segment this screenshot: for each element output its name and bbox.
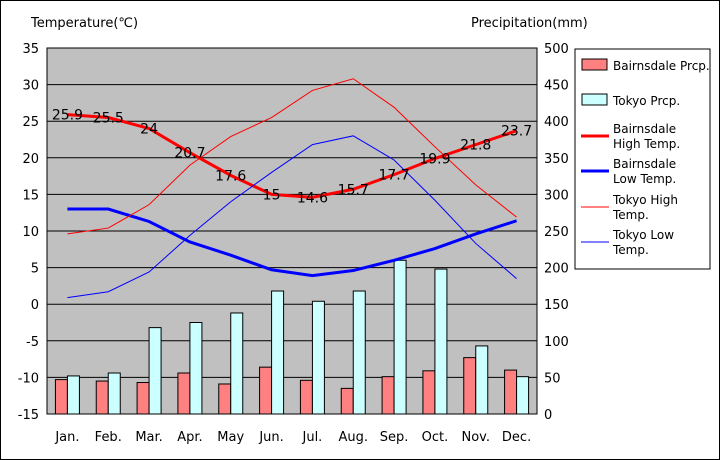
data-label: 14.6 (297, 190, 328, 206)
x-tick-label: Dec. (502, 430, 531, 445)
x-tick-label: Oct. (422, 430, 449, 445)
left-axis-title: Temperature(℃) (30, 16, 138, 31)
data-label: 25.5 (93, 111, 124, 127)
y-tick-label-right: 500 (544, 42, 569, 57)
x-tick-label: Apr. (177, 430, 202, 445)
bar-bairnsdale-precip (463, 357, 477, 415)
legend-swatch (581, 93, 608, 106)
legend-label: Tokyo High (612, 193, 678, 207)
y-tick-label-left: 5 (31, 262, 39, 277)
y-tick-label-right: 50 (544, 371, 561, 386)
x-tick-label: Nov. (462, 430, 491, 445)
series-line-3 (67, 135, 517, 299)
y-tick-label-right: 450 (544, 79, 569, 94)
bar-tokyo-precip (66, 375, 80, 415)
data-label: 20.7 (174, 146, 205, 162)
bar-bairnsdale-precip (299, 379, 313, 415)
y-tick-label-left: 15 (22, 188, 39, 203)
data-label: 23.7 (501, 124, 532, 140)
data-label: 19.9 (419, 152, 450, 168)
data-label: 15 (263, 187, 281, 203)
x-tick-label: Aug. (338, 430, 368, 445)
data-label: 17.6 (215, 168, 246, 184)
y-tick-label-right: 0 (544, 408, 552, 423)
x-tick-label: Jan. (54, 430, 79, 445)
legend-label: High Temp. (613, 137, 680, 151)
y-tick-label-right: 100 (544, 335, 569, 350)
x-tick-label: Jun. (258, 430, 283, 445)
legend-label: Bairnsdale (613, 157, 676, 171)
plot-border (46, 47, 538, 415)
data-label: 25.9 (52, 108, 83, 124)
bar-bairnsdale-precip (422, 370, 436, 415)
bar-tokyo-precip (107, 372, 121, 415)
bar-bairnsdale-precip (177, 372, 191, 415)
bar-tokyo-precip (475, 345, 489, 415)
data-label: 21.8 (460, 138, 491, 154)
y-tick-label-left: -10 (18, 371, 39, 386)
y-tick-label-right: 300 (544, 188, 569, 203)
y-tick-label-right: 200 (544, 262, 569, 277)
bar-bairnsdale-precip (381, 376, 395, 415)
bar-bairnsdale-precip (95, 380, 109, 415)
data-label: 24 (140, 122, 158, 138)
bar-tokyo-precip (271, 290, 285, 415)
y-tick-label-right: 350 (544, 152, 569, 167)
y-tick-label-right: 400 (544, 115, 569, 130)
y-tick-label-left: 35 (22, 42, 39, 57)
legend-label: Tokyo Low (612, 228, 674, 242)
x-tick-label: May (217, 430, 244, 445)
legend-label: Bairnsdale (613, 122, 676, 136)
y-tick-label-right: 150 (544, 298, 569, 313)
bar-bairnsdale-precip (218, 383, 232, 415)
legend-label: Low Temp. (613, 172, 676, 186)
x-tick-label: Sep. (380, 430, 409, 445)
series-line-0 (67, 113, 518, 199)
y-tick-label-left: 0 (31, 298, 39, 313)
bar-tokyo-precip (516, 376, 530, 415)
bar-bairnsdale-precip (136, 382, 150, 415)
bar-bairnsdale-precip (340, 387, 354, 415)
bar-bairnsdale-precip (504, 369, 518, 415)
y-tick-label-left: 25 (22, 115, 39, 130)
right-axis-title: Precipitation(mm) (471, 16, 588, 31)
series-line-2 (67, 78, 517, 235)
y-tick-label-right: 250 (544, 225, 569, 240)
bar-tokyo-precip (352, 290, 366, 415)
y-tick-label-left: -15 (18, 408, 39, 423)
legend-box (574, 48, 711, 270)
bar-tokyo-precip (189, 322, 203, 415)
y-tick-label-left: 10 (22, 225, 39, 240)
bar-tokyo-precip (148, 327, 162, 415)
legend-label: Tokyo Prcp. (612, 94, 680, 108)
legend-swatch (581, 58, 608, 71)
bar-tokyo-precip (311, 300, 325, 415)
y-tick-label-left: 30 (22, 79, 39, 94)
data-label: 17.7 (378, 168, 409, 184)
legend-label: Temp. (612, 243, 649, 257)
legend-label: Temp. (612, 208, 649, 222)
x-tick-label: Jul. (302, 430, 323, 445)
bar-tokyo-precip (434, 268, 448, 415)
bar-bairnsdale-precip (54, 379, 68, 415)
y-tick-label-left: 20 (22, 152, 39, 167)
y-tick-label-left: -5 (26, 335, 39, 350)
bar-bairnsdale-precip (259, 366, 273, 415)
data-label: 15.7 (338, 182, 369, 198)
x-tick-label: Feb. (95, 430, 122, 445)
bar-tokyo-precip (393, 259, 407, 415)
bar-tokyo-precip (230, 312, 244, 415)
x-tick-label: Mar. (135, 430, 162, 445)
series-line-1 (67, 207, 518, 278)
legend-label: Bairnsdale Prcp. (613, 59, 710, 73)
